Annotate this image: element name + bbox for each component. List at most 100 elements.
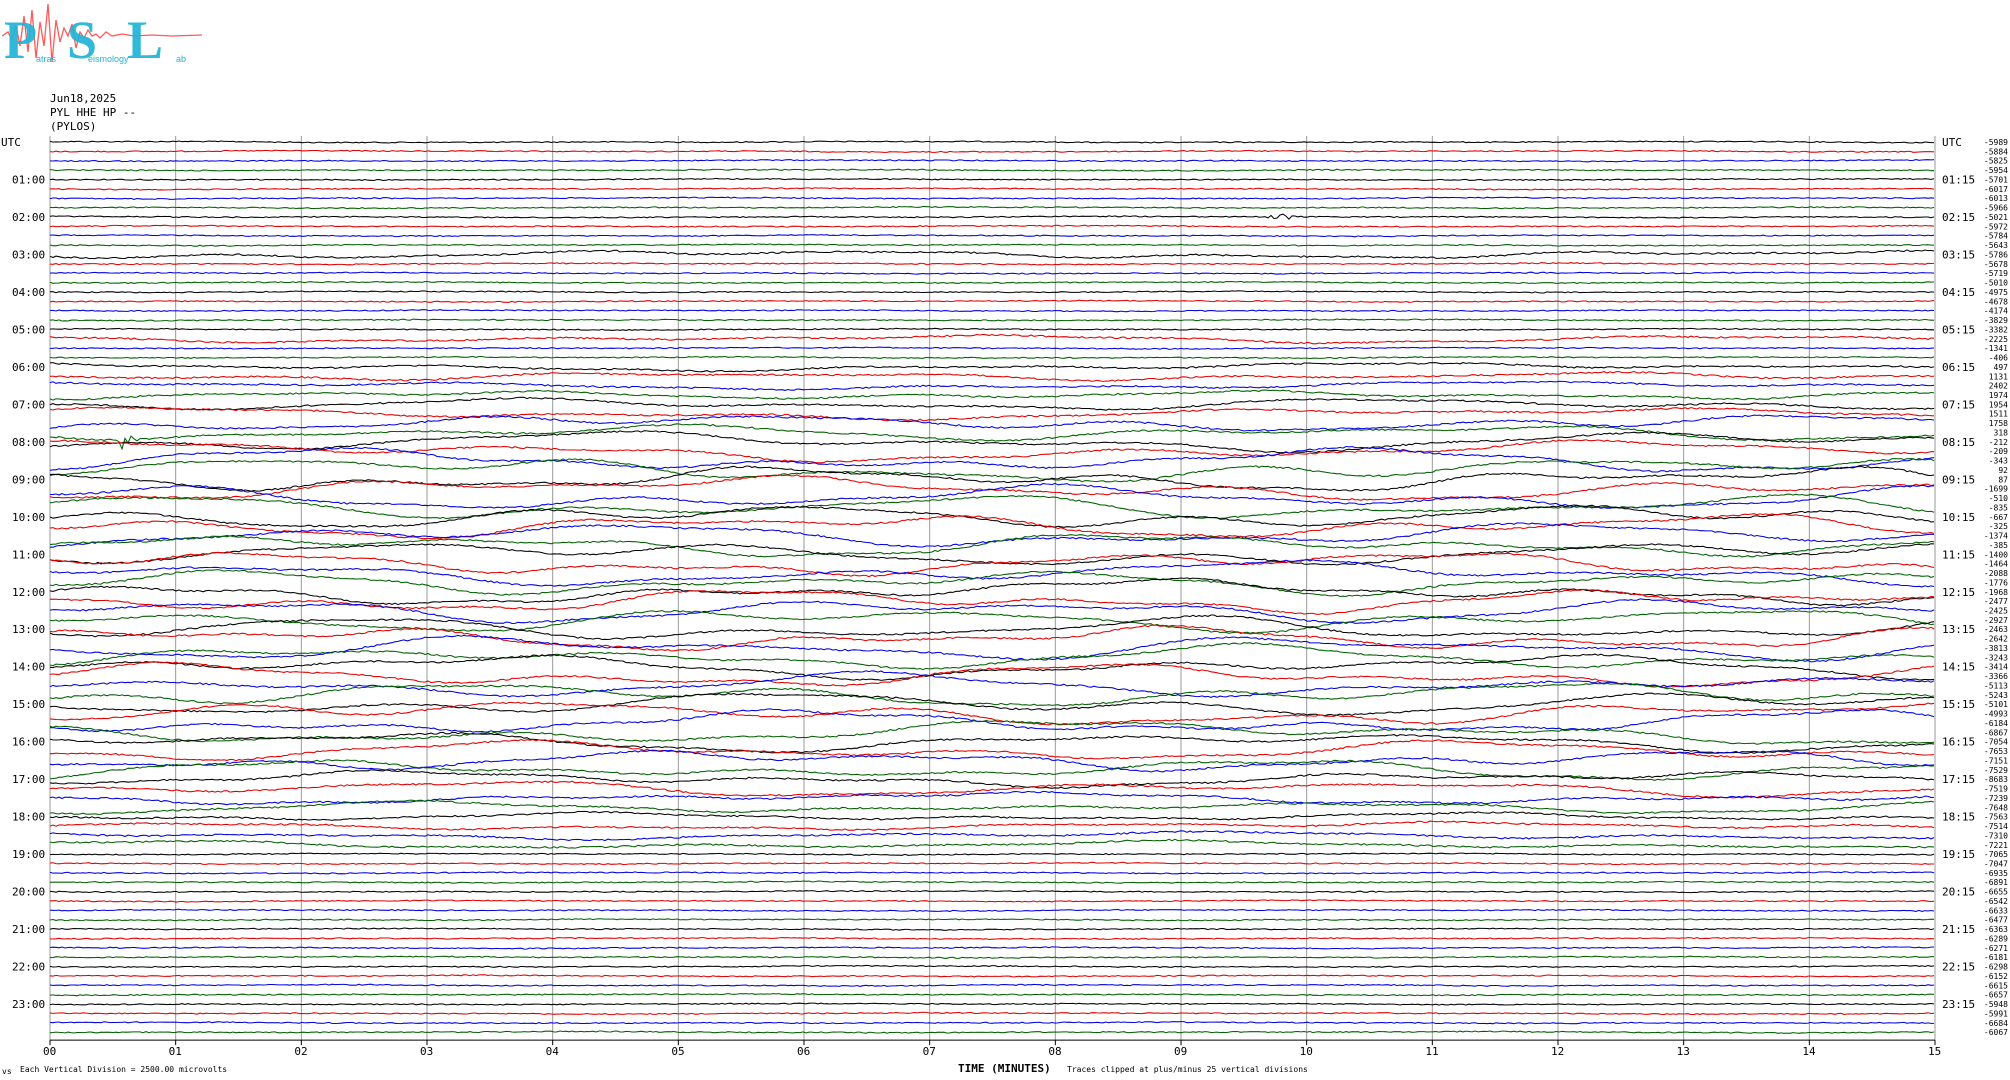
x-tick-label: 04 xyxy=(546,1045,560,1058)
x-tick-label: 15 xyxy=(1928,1045,1941,1058)
offset-label: -5991 xyxy=(1984,1009,2008,1018)
trace-line xyxy=(49,871,1935,875)
trace-line xyxy=(49,149,1935,153)
offset-label: -7519 xyxy=(1984,785,2008,794)
trace-line xyxy=(50,955,1935,959)
offset-label: -3366 xyxy=(1984,672,2008,681)
right-hour-label: 14:15 xyxy=(1942,661,1975,674)
trace-line xyxy=(49,838,1935,849)
offset-label: -667 xyxy=(1989,513,2008,522)
x-tick-label: 02 xyxy=(294,1045,307,1058)
offset-label: -6615 xyxy=(1984,981,2008,990)
offset-label: -7563 xyxy=(1984,813,2008,822)
offset-label: 1758 xyxy=(1989,419,2008,428)
offset-label: -7514 xyxy=(1984,822,2008,831)
left-hour-label: 03:00 xyxy=(12,248,45,261)
offset-label: -6684 xyxy=(1984,1019,2008,1028)
offset-label: -4174 xyxy=(1984,307,2008,316)
x-tick-label: 13 xyxy=(1677,1045,1690,1058)
trace-line xyxy=(49,614,1935,641)
offset-label: -7239 xyxy=(1984,794,2008,803)
trace-line xyxy=(49,318,1934,322)
trace-line xyxy=(49,927,1935,931)
trace-line xyxy=(50,738,1935,762)
x-tick-label: 03 xyxy=(420,1045,433,1058)
offset-label: 1954 xyxy=(1989,400,2008,409)
left-hour-label: UTC xyxy=(1,136,21,149)
trace-line xyxy=(49,406,1935,422)
right-hour-label: 19:15 xyxy=(1942,848,1975,861)
offset-label: -6298 xyxy=(1984,963,2008,972)
logo-small-3: ab xyxy=(176,54,186,64)
trace-line xyxy=(49,661,1935,688)
left-hour-label: 21:00 xyxy=(12,923,45,936)
right-hour-label: 11:15 xyxy=(1942,548,1975,561)
right-hour-label: 03:15 xyxy=(1942,248,1975,261)
offset-label: -5101 xyxy=(1984,700,2008,709)
trace-line xyxy=(49,861,1934,866)
trace-line xyxy=(49,370,1935,382)
offset-label: -1341 xyxy=(1984,344,2008,353)
trace-line xyxy=(49,513,1935,540)
x-tick-labels: 00 01 02 03 04 05 06 07 08 09 10 11 12 13 14 15 xyxy=(43,1045,1941,1058)
offset-label: -6477 xyxy=(1984,916,2008,925)
trace-line xyxy=(49,769,1935,789)
offset-label: -5954 xyxy=(1984,166,2008,175)
trace-line xyxy=(49,333,1935,345)
offset-label: -2425 xyxy=(1984,607,2008,616)
x-tick-label: 10 xyxy=(1300,1045,1313,1058)
right-hour-labels: UTC 01:15 02:15 03:15 04:15 05:15 06:15 07:15 08… xyxy=(1942,136,1975,1011)
logo-small-1: atras xyxy=(36,54,57,64)
left-hour-label: 17:00 xyxy=(12,773,45,786)
right-hour-label: 06:15 xyxy=(1942,361,1975,374)
trace-line xyxy=(49,271,1935,275)
trace-line xyxy=(49,719,1935,745)
trace-line xyxy=(49,234,1935,238)
trace-line xyxy=(49,140,1934,144)
offset-label: -6013 xyxy=(1984,194,2008,203)
logo-wave-icon xyxy=(2,3,202,63)
left-hour-label: 13:00 xyxy=(12,623,45,636)
trace-line xyxy=(49,708,1935,733)
offset-label: -1374 xyxy=(1984,532,2008,541)
offset-label: -835 xyxy=(1989,503,2008,512)
trace-line xyxy=(49,551,1935,578)
trace-line xyxy=(49,577,1935,607)
right-hour-label: 05:15 xyxy=(1942,323,1975,336)
x-tick-label: 06 xyxy=(797,1045,810,1058)
offset-label: -5678 xyxy=(1984,260,2008,269)
offset-label: -6363 xyxy=(1984,925,2008,934)
trace-line xyxy=(49,362,1935,373)
offset-label: 2402 xyxy=(1989,382,2008,391)
x-tick-label: 09 xyxy=(1174,1045,1187,1058)
right-hour-label: 02:15 xyxy=(1942,211,1975,224)
trace-line xyxy=(50,290,1935,294)
offset-label: -6181 xyxy=(1984,953,2008,962)
offset-label: -212 xyxy=(1989,438,2008,447)
right-hour-label: 07:15 xyxy=(1942,398,1975,411)
offset-label: -8683 xyxy=(1984,775,2008,784)
offset-label: -343 xyxy=(1989,457,2008,466)
offset-label: -5966 xyxy=(1984,204,2008,213)
offset-label: -5884 xyxy=(1984,147,2008,156)
offset-label: -5972 xyxy=(1984,222,2008,231)
right-hour-label: 20:15 xyxy=(1942,886,1975,899)
trace-line xyxy=(49,187,1935,191)
trace-line xyxy=(49,653,1935,681)
offset-label: -6935 xyxy=(1984,869,2008,878)
trace-line xyxy=(49,946,1935,950)
trace-line xyxy=(49,642,1935,671)
offset-label: -3414 xyxy=(1984,663,2008,672)
offset-label: -6289 xyxy=(1984,934,2008,943)
right-hour-label: 13:15 xyxy=(1942,623,1975,636)
offset-label: -6184 xyxy=(1984,719,2008,728)
x-tick-label: 14 xyxy=(1802,1045,1816,1058)
header-date: Jun18,2025 xyxy=(50,92,117,105)
left-hour-label: 15:00 xyxy=(12,698,45,711)
offset-label: -1968 xyxy=(1984,588,2008,597)
trace-line xyxy=(49,559,1935,588)
trace-line xyxy=(49,749,1935,773)
trace-line xyxy=(49,810,1935,821)
left-hour-label: 14:00 xyxy=(12,661,45,674)
trace-line xyxy=(49,780,1935,799)
